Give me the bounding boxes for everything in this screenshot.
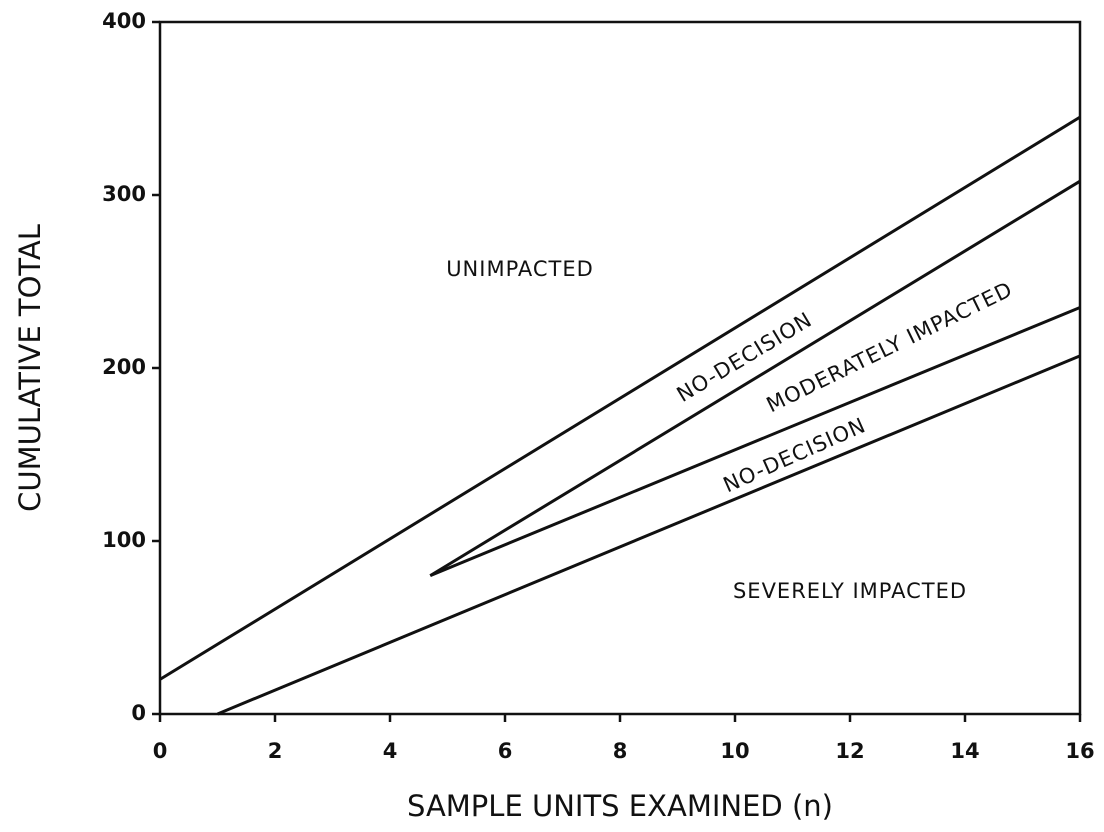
y-tick-label: 200 [102,355,146,379]
line [429,306,1081,577]
x-tick-label: 12 [835,739,864,763]
y-tick-label: 100 [102,528,146,552]
annotation: UNIMPACTED [446,257,594,281]
y-axis-label: CUMULATIVE TOTAL [13,224,47,512]
x-tick-label: 14 [950,739,979,763]
x-tick-label: 2 [268,739,283,763]
x-tick-label: 8 [613,739,628,763]
plot-frame [158,20,1082,716]
line [159,115,1081,681]
x-tick-label: 0 [153,739,168,763]
x-tick-label: 16 [1065,739,1094,763]
y-tick-label: 400 [102,9,146,33]
x-tick-label: 10 [720,739,749,763]
y-tick-label: 0 [131,701,146,725]
x-axis-label: SAMPLE UNITS EXAMINED (n) [407,789,833,823]
x-tick-label: 6 [498,739,513,763]
y-tick-label: 300 [102,182,146,206]
annotation: SEVERELY IMPACTED [733,579,967,603]
line [216,354,1081,716]
line [429,179,1081,577]
x-tick-label: 4 [383,739,398,763]
